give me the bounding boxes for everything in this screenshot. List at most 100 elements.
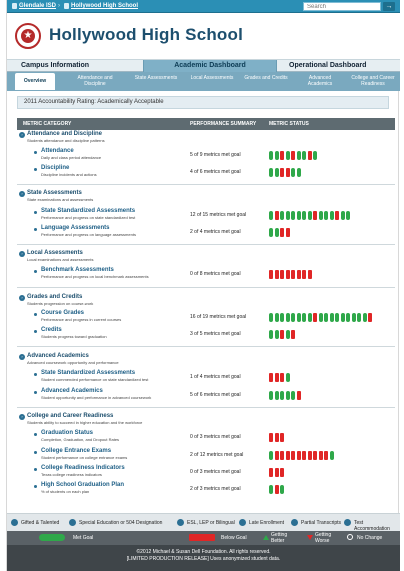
metric-title[interactable]: Benchmark Assessments <box>41 267 114 273</box>
subtab-college-career-readiness[interactable]: College and Career Readiness <box>351 75 395 87</box>
met-goal-mark[interactable] <box>274 151 279 160</box>
below-goal-mark[interactable] <box>269 468 273 477</box>
expand-icon[interactable]: › <box>19 354 25 360</box>
tab-operational-dashboard[interactable]: Operational Dashboard <box>289 62 367 69</box>
subtab-advanced-academics[interactable]: Advanced Academics <box>307 75 333 87</box>
met-goal-mark[interactable] <box>291 168 295 177</box>
metric-title[interactable]: Graduation Status <box>41 430 94 436</box>
met-goal-mark[interactable] <box>274 313 279 322</box>
below-goal-mark[interactable] <box>291 270 295 279</box>
met-goal-mark[interactable] <box>269 211 273 220</box>
metric-title[interactable]: Course Grades <box>41 310 85 316</box>
met-goal-mark[interactable] <box>269 313 273 322</box>
met-goal-mark[interactable] <box>313 151 317 160</box>
met-goal-mark[interactable] <box>269 485 273 494</box>
search-arrow-icon[interactable]: → <box>383 2 395 11</box>
met-goal-mark[interactable] <box>329 313 334 322</box>
met-goal-mark[interactable] <box>296 313 301 322</box>
met-goal-mark[interactable] <box>346 211 350 220</box>
category-title[interactable]: State Assessments <box>27 190 82 196</box>
met-goal-mark[interactable] <box>269 391 273 400</box>
below-goal-mark[interactable] <box>285 168 290 177</box>
below-goal-mark[interactable] <box>324 451 328 460</box>
met-goal-mark[interactable] <box>280 211 284 220</box>
subtab-state-assessments[interactable]: State Assessments <box>134 75 178 81</box>
met-goal-mark[interactable] <box>269 330 273 339</box>
met-goal-mark[interactable] <box>362 313 367 322</box>
met-goal-mark[interactable] <box>329 451 334 460</box>
met-goal-mark[interactable] <box>340 313 345 322</box>
met-goal-mark[interactable] <box>296 151 301 160</box>
met-goal-mark[interactable] <box>302 151 306 160</box>
below-goal-mark[interactable] <box>313 211 317 220</box>
met-goal-mark[interactable] <box>296 211 301 220</box>
below-goal-mark[interactable] <box>285 270 290 279</box>
below-goal-mark[interactable] <box>318 451 323 460</box>
below-goal-mark[interactable] <box>274 468 279 477</box>
below-goal-mark[interactable] <box>274 485 279 494</box>
below-goal-mark[interactable] <box>291 151 295 160</box>
below-goal-mark[interactable] <box>280 433 284 442</box>
below-goal-mark[interactable] <box>335 211 339 220</box>
below-goal-mark[interactable] <box>296 451 301 460</box>
below-goal-mark[interactable] <box>280 168 284 177</box>
below-goal-mark[interactable] <box>291 451 295 460</box>
met-goal-mark[interactable] <box>351 313 356 322</box>
met-goal-mark[interactable] <box>291 313 295 322</box>
met-goal-mark[interactable] <box>318 211 323 220</box>
expand-icon[interactable]: › <box>19 132 25 138</box>
met-goal-mark[interactable] <box>285 330 290 339</box>
below-goal-mark[interactable] <box>368 313 372 322</box>
metric-title[interactable]: Discipline <box>41 165 70 171</box>
met-goal-mark[interactable] <box>318 313 323 322</box>
below-goal-mark[interactable] <box>313 313 317 322</box>
met-goal-mark[interactable] <box>285 211 290 220</box>
category-title[interactable]: Advanced Academics <box>27 353 89 359</box>
below-goal-mark[interactable] <box>274 211 279 220</box>
met-goal-mark[interactable] <box>269 151 273 160</box>
met-goal-mark[interactable] <box>274 228 279 237</box>
below-goal-mark[interactable] <box>307 151 312 160</box>
subtab-attendance-discipline[interactable]: Attendance and Discipline <box>77 75 113 87</box>
met-goal-mark[interactable] <box>291 211 295 220</box>
below-goal-mark[interactable] <box>296 391 301 400</box>
met-goal-mark[interactable] <box>357 313 361 322</box>
metric-title[interactable]: Attendance <box>41 148 74 154</box>
metric-title[interactable]: State Standardized Assessments <box>41 208 136 214</box>
below-goal-mark[interactable] <box>291 330 295 339</box>
below-goal-mark[interactable] <box>285 451 290 460</box>
below-goal-mark[interactable] <box>280 228 284 237</box>
met-goal-mark[interactable] <box>285 391 290 400</box>
met-goal-mark[interactable] <box>269 228 273 237</box>
subtab-local-assessments[interactable]: Local Assessments <box>190 75 234 81</box>
tab-academic-dashboard[interactable]: Academic Dashboard <box>143 60 277 72</box>
expand-icon[interactable]: › <box>19 251 25 257</box>
category-title[interactable]: Grades and Credits <box>27 294 83 300</box>
below-goal-mark[interactable] <box>302 451 306 460</box>
met-goal-mark[interactable] <box>280 313 284 322</box>
below-goal-mark[interactable] <box>269 373 273 382</box>
metric-title[interactable]: High School Graduation Plan <box>41 482 125 488</box>
below-goal-mark[interactable] <box>307 270 312 279</box>
category-title[interactable]: College and Career Readiness <box>27 413 114 419</box>
expand-icon[interactable]: › <box>19 414 25 420</box>
met-goal-mark[interactable] <box>280 485 284 494</box>
below-goal-mark[interactable] <box>313 451 317 460</box>
below-goal-mark[interactable] <box>280 270 284 279</box>
met-goal-mark[interactable] <box>302 211 306 220</box>
met-goal-mark[interactable] <box>285 373 290 382</box>
met-goal-mark[interactable] <box>296 168 301 177</box>
below-goal-mark[interactable] <box>274 433 279 442</box>
category-title[interactable]: Local Assessments <box>27 250 83 256</box>
search-input[interactable] <box>303 2 381 11</box>
below-goal-mark[interactable] <box>280 373 284 382</box>
metric-title[interactable]: College Readiness Indicators <box>41 465 125 471</box>
below-goal-mark[interactable] <box>280 468 284 477</box>
below-goal-mark[interactable] <box>274 373 279 382</box>
expand-icon[interactable]: › <box>19 191 25 197</box>
below-goal-mark[interactable] <box>302 270 306 279</box>
category-title[interactable]: Attendance and Discipline <box>27 131 103 137</box>
below-goal-mark[interactable] <box>274 270 279 279</box>
met-goal-mark[interactable] <box>274 391 279 400</box>
met-goal-mark[interactable] <box>307 211 312 220</box>
